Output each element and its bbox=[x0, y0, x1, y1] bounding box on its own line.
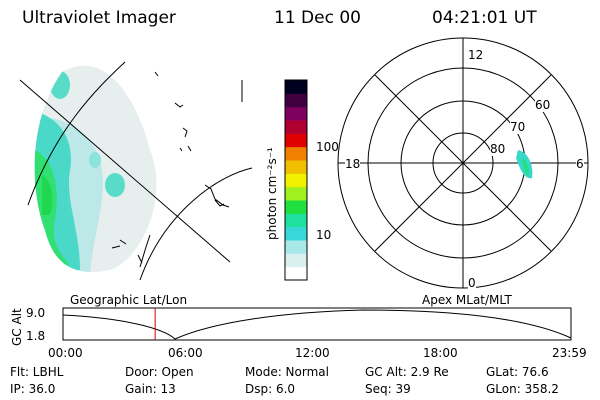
colorbar-unit-label: photon cm⁻²s⁻¹ bbox=[265, 147, 279, 240]
time-label: 04:21:01 UT bbox=[432, 8, 537, 28]
lat-label-60: 60 bbox=[535, 98, 551, 112]
mlt-label-6: 6 bbox=[576, 157, 584, 171]
colorbar-swatch bbox=[285, 253, 307, 268]
polar-plot bbox=[337, 37, 589, 289]
timeline-xtick-3: 18:00 bbox=[423, 346, 458, 360]
dsp-info: Dsp: 6.0 bbox=[245, 382, 296, 396]
colorbar-swatch bbox=[285, 133, 307, 148]
glat-info: GLat: 76.6 bbox=[486, 365, 549, 379]
colorbar-swatch bbox=[285, 200, 307, 214]
date-label: 11 Dec 00 bbox=[274, 8, 361, 28]
timeline-right-caption: Apex MLat/MLT bbox=[422, 293, 512, 307]
timeline-left-caption: Geographic Lat/Lon bbox=[70, 293, 188, 307]
mode-info: Mode: Normal bbox=[245, 365, 329, 379]
glon-info: GLon: 358.2 bbox=[486, 382, 559, 396]
timeline-xtick-2: 12:00 bbox=[295, 346, 330, 360]
lat-label-80: 80 bbox=[490, 142, 506, 156]
colorbar-swatch bbox=[285, 80, 307, 94]
timeline-plot bbox=[62, 307, 572, 341]
colorbar-swatch bbox=[285, 240, 307, 254]
colorbar-swatch bbox=[285, 186, 307, 201]
mlt-label-0: 0 bbox=[468, 276, 476, 290]
colorbar-swatch bbox=[285, 266, 307, 281]
colorbar-swatch bbox=[285, 106, 307, 121]
seq-info: Seq: 39 bbox=[365, 382, 411, 396]
timeline-xtick-4: 23:59 bbox=[552, 346, 587, 360]
mlt-label-18: 18 bbox=[345, 157, 361, 171]
colorbar-tick-100: 100 bbox=[316, 140, 339, 154]
instrument-title: Ultraviolet Imager bbox=[22, 8, 176, 28]
colorbar-swatch bbox=[285, 93, 307, 108]
lat-label-70: 70 bbox=[510, 120, 526, 134]
colorbar bbox=[284, 79, 308, 281]
gain-info: Gain: 13 bbox=[125, 382, 176, 396]
aurora-disk bbox=[34, 65, 157, 272]
colorbar-swatch bbox=[285, 226, 307, 241]
timeline-xtick-0: 00:00 bbox=[48, 346, 83, 360]
colorbar-swatch bbox=[285, 120, 307, 134]
timeline-ytick-1-8: 1.8 bbox=[26, 329, 46, 343]
colorbar-swatch bbox=[285, 213, 307, 228]
polar-aurora-core bbox=[522, 158, 529, 176]
ip-info: IP: 36.0 bbox=[10, 382, 56, 396]
timeline-ylabel: GC Alt bbox=[10, 308, 24, 346]
gc-alt-info: GC Alt: 2.9 Re bbox=[365, 365, 449, 379]
colorbar-frame bbox=[284, 79, 308, 281]
colorbar-swatch bbox=[285, 173, 307, 188]
colorbar-tick-10: 10 bbox=[316, 228, 332, 242]
mlt-label-12: 12 bbox=[468, 48, 484, 62]
colorbar-swatch bbox=[285, 146, 307, 161]
door-info: Door: Open bbox=[125, 365, 194, 379]
timeline-ytick-9: 9.0 bbox=[26, 306, 46, 320]
timeline-xtick-1: 06:00 bbox=[168, 346, 203, 360]
colorbar-swatch bbox=[285, 160, 307, 174]
filter-info: Flt: LBHL bbox=[10, 365, 64, 379]
